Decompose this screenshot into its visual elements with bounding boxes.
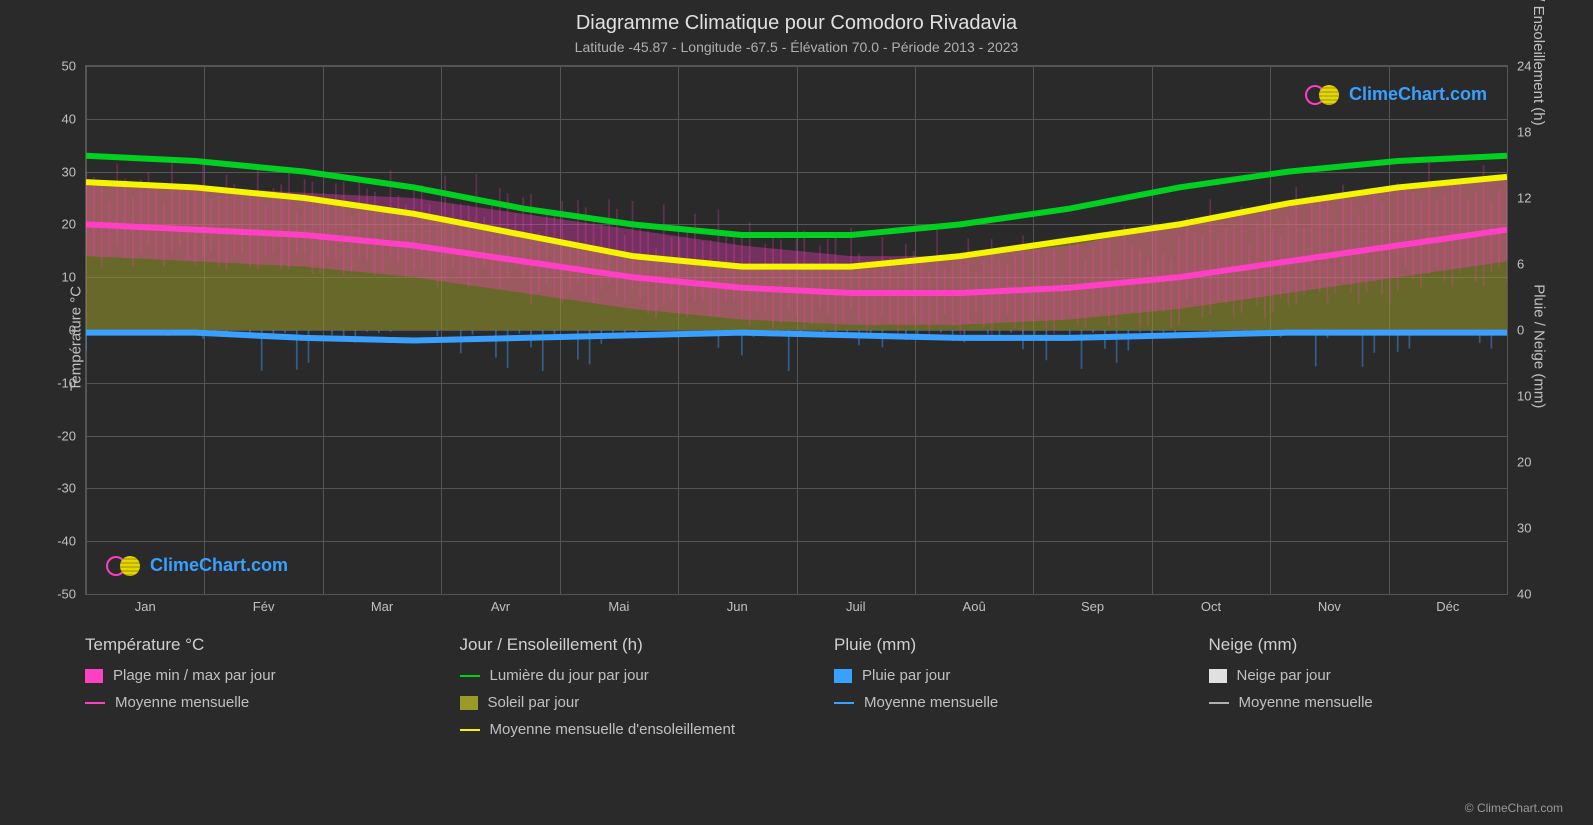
watermark-bottom: ClimeChart.com	[106, 555, 288, 576]
legend: Température °C Plage min / max par jour Mo…	[85, 635, 1563, 748]
legend-label: Plage min / max par jour	[113, 667, 276, 684]
legend-column: Température °C Plage min / max par jour Mo…	[85, 635, 440, 748]
chart-title: Diagramme Climatique pour Comodoro Rivad…	[30, 12, 1563, 35]
legend-item: Moyenne mensuelle	[1209, 694, 1564, 711]
y-tick-right: 24	[1517, 59, 1531, 74]
x-tick-month: Juil	[846, 599, 866, 614]
y-tick-right: 0	[1517, 323, 1524, 338]
y-tick-left: 0	[69, 323, 76, 338]
legend-label: Soleil par jour	[488, 694, 580, 711]
y-tick-left: 20	[62, 217, 76, 232]
x-tick-month: Aoû	[963, 599, 986, 614]
grid-line-v	[86, 66, 87, 594]
watermark-top: ClimeChart.com	[1305, 84, 1487, 105]
legend-swatch	[1209, 702, 1229, 704]
y-tick-right: 40	[1517, 587, 1531, 602]
grid-line-v	[560, 66, 561, 594]
x-tick-month: Oct	[1201, 599, 1221, 614]
x-tick-month: Fév	[253, 599, 275, 614]
grid-line-v	[204, 66, 205, 594]
y-tick-left: -10	[57, 375, 76, 390]
legend-label: Moyenne mensuelle	[864, 694, 998, 711]
x-tick-month: Sep	[1081, 599, 1104, 614]
watermark-text: ClimeChart.com	[1349, 84, 1487, 105]
legend-swatch	[1209, 669, 1227, 683]
plot-area: Température °C Jour / Ensoleillement (h)…	[85, 65, 1508, 595]
logo-icon	[106, 556, 144, 576]
y-tick-left: -40	[57, 534, 76, 549]
legend-swatch	[85, 702, 105, 704]
x-tick-month: Avr	[491, 599, 510, 614]
y-tick-left: 10	[62, 270, 76, 285]
watermark-text: ClimeChart.com	[150, 555, 288, 576]
grid-line-v	[441, 66, 442, 594]
legend-label: Moyenne mensuelle	[1239, 694, 1373, 711]
legend-item: Soleil par jour	[460, 694, 815, 711]
legend-header: Neige (mm)	[1209, 635, 1564, 655]
y-tick-right: 10	[1517, 389, 1531, 404]
grid-line-v	[323, 66, 324, 594]
y-axis-left: 50403020100-10-20-30-40-50	[36, 66, 81, 594]
legend-label: Neige par jour	[1237, 667, 1331, 684]
y-tick-right: 20	[1517, 455, 1531, 470]
legend-swatch	[460, 729, 480, 731]
legend-label: Moyenne mensuelle d'ensoleillement	[490, 721, 736, 738]
legend-label: Moyenne mensuelle	[115, 694, 249, 711]
legend-column: Neige (mm) Neige par jour Moyenne mensuell…	[1209, 635, 1564, 748]
y-tick-right: 18	[1517, 125, 1531, 140]
y-tick-left: 30	[62, 164, 76, 179]
x-tick-month: Jun	[727, 599, 748, 614]
legend-column: Jour / Ensoleillement (h) Lumière du jour…	[460, 635, 815, 748]
rain-daily-bars	[86, 330, 1491, 371]
chart-subtitle: Latitude -45.87 - Longitude -67.5 - Élév…	[30, 39, 1563, 55]
legend-column: Pluie (mm) Pluie par jour Moyenne mensuell…	[834, 635, 1189, 748]
grid-line-v	[678, 66, 679, 594]
legend-swatch	[460, 675, 480, 677]
grid-line-v	[1033, 66, 1034, 594]
legend-item: Pluie par jour	[834, 667, 1189, 684]
y-tick-left: -50	[57, 587, 76, 602]
legend-swatch	[85, 669, 103, 683]
grid-line-v	[797, 66, 798, 594]
grid-line-v	[1270, 66, 1271, 594]
y-axis-right: 2418126010203040	[1512, 66, 1557, 594]
y-tick-left: -20	[57, 428, 76, 443]
legend-item: Lumière du jour par jour	[460, 667, 815, 684]
copyright: © ClimeChart.com	[1465, 801, 1563, 815]
legend-header: Température °C	[85, 635, 440, 655]
legend-item: Neige par jour	[1209, 667, 1564, 684]
legend-header: Pluie (mm)	[834, 635, 1189, 655]
legend-swatch	[834, 669, 852, 683]
grid-line-v	[1389, 66, 1390, 594]
y-tick-right: 6	[1517, 257, 1524, 272]
x-tick-month: Déc	[1436, 599, 1459, 614]
legend-item: Plage min / max par jour	[85, 667, 440, 684]
legend-swatch	[834, 702, 854, 704]
x-tick-month: Mai	[608, 599, 629, 614]
grid-line-v	[1152, 66, 1153, 594]
logo-icon	[1305, 85, 1343, 105]
x-axis: Jan Fév Mar Avr Mai Jun Juil Aoû Sep Oct Nov Déc	[86, 599, 1507, 619]
y-tick-left: 40	[62, 111, 76, 126]
legend-header: Jour / Ensoleillement (h)	[460, 635, 815, 655]
x-tick-month: Nov	[1318, 599, 1341, 614]
legend-label: Lumière du jour par jour	[490, 667, 649, 684]
legend-label: Pluie par jour	[862, 667, 950, 684]
x-tick-month: Jan	[135, 599, 156, 614]
legend-item: Moyenne mensuelle d'ensoleillement	[460, 721, 815, 738]
grid-line-v	[915, 66, 916, 594]
grid-line-v	[1507, 66, 1508, 594]
legend-item: Moyenne mensuelle	[85, 694, 440, 711]
grid-line-h	[86, 594, 1507, 595]
legend-item: Moyenne mensuelle	[834, 694, 1189, 711]
y-tick-right: 30	[1517, 521, 1531, 536]
climate-chart: Diagramme Climatique pour Comodoro Rivad…	[0, 0, 1593, 825]
y-tick-right: 12	[1517, 191, 1531, 206]
legend-swatch	[460, 696, 478, 710]
x-tick-month: Mar	[371, 599, 393, 614]
y-tick-left: -30	[57, 481, 76, 496]
y-tick-left: 50	[62, 59, 76, 74]
